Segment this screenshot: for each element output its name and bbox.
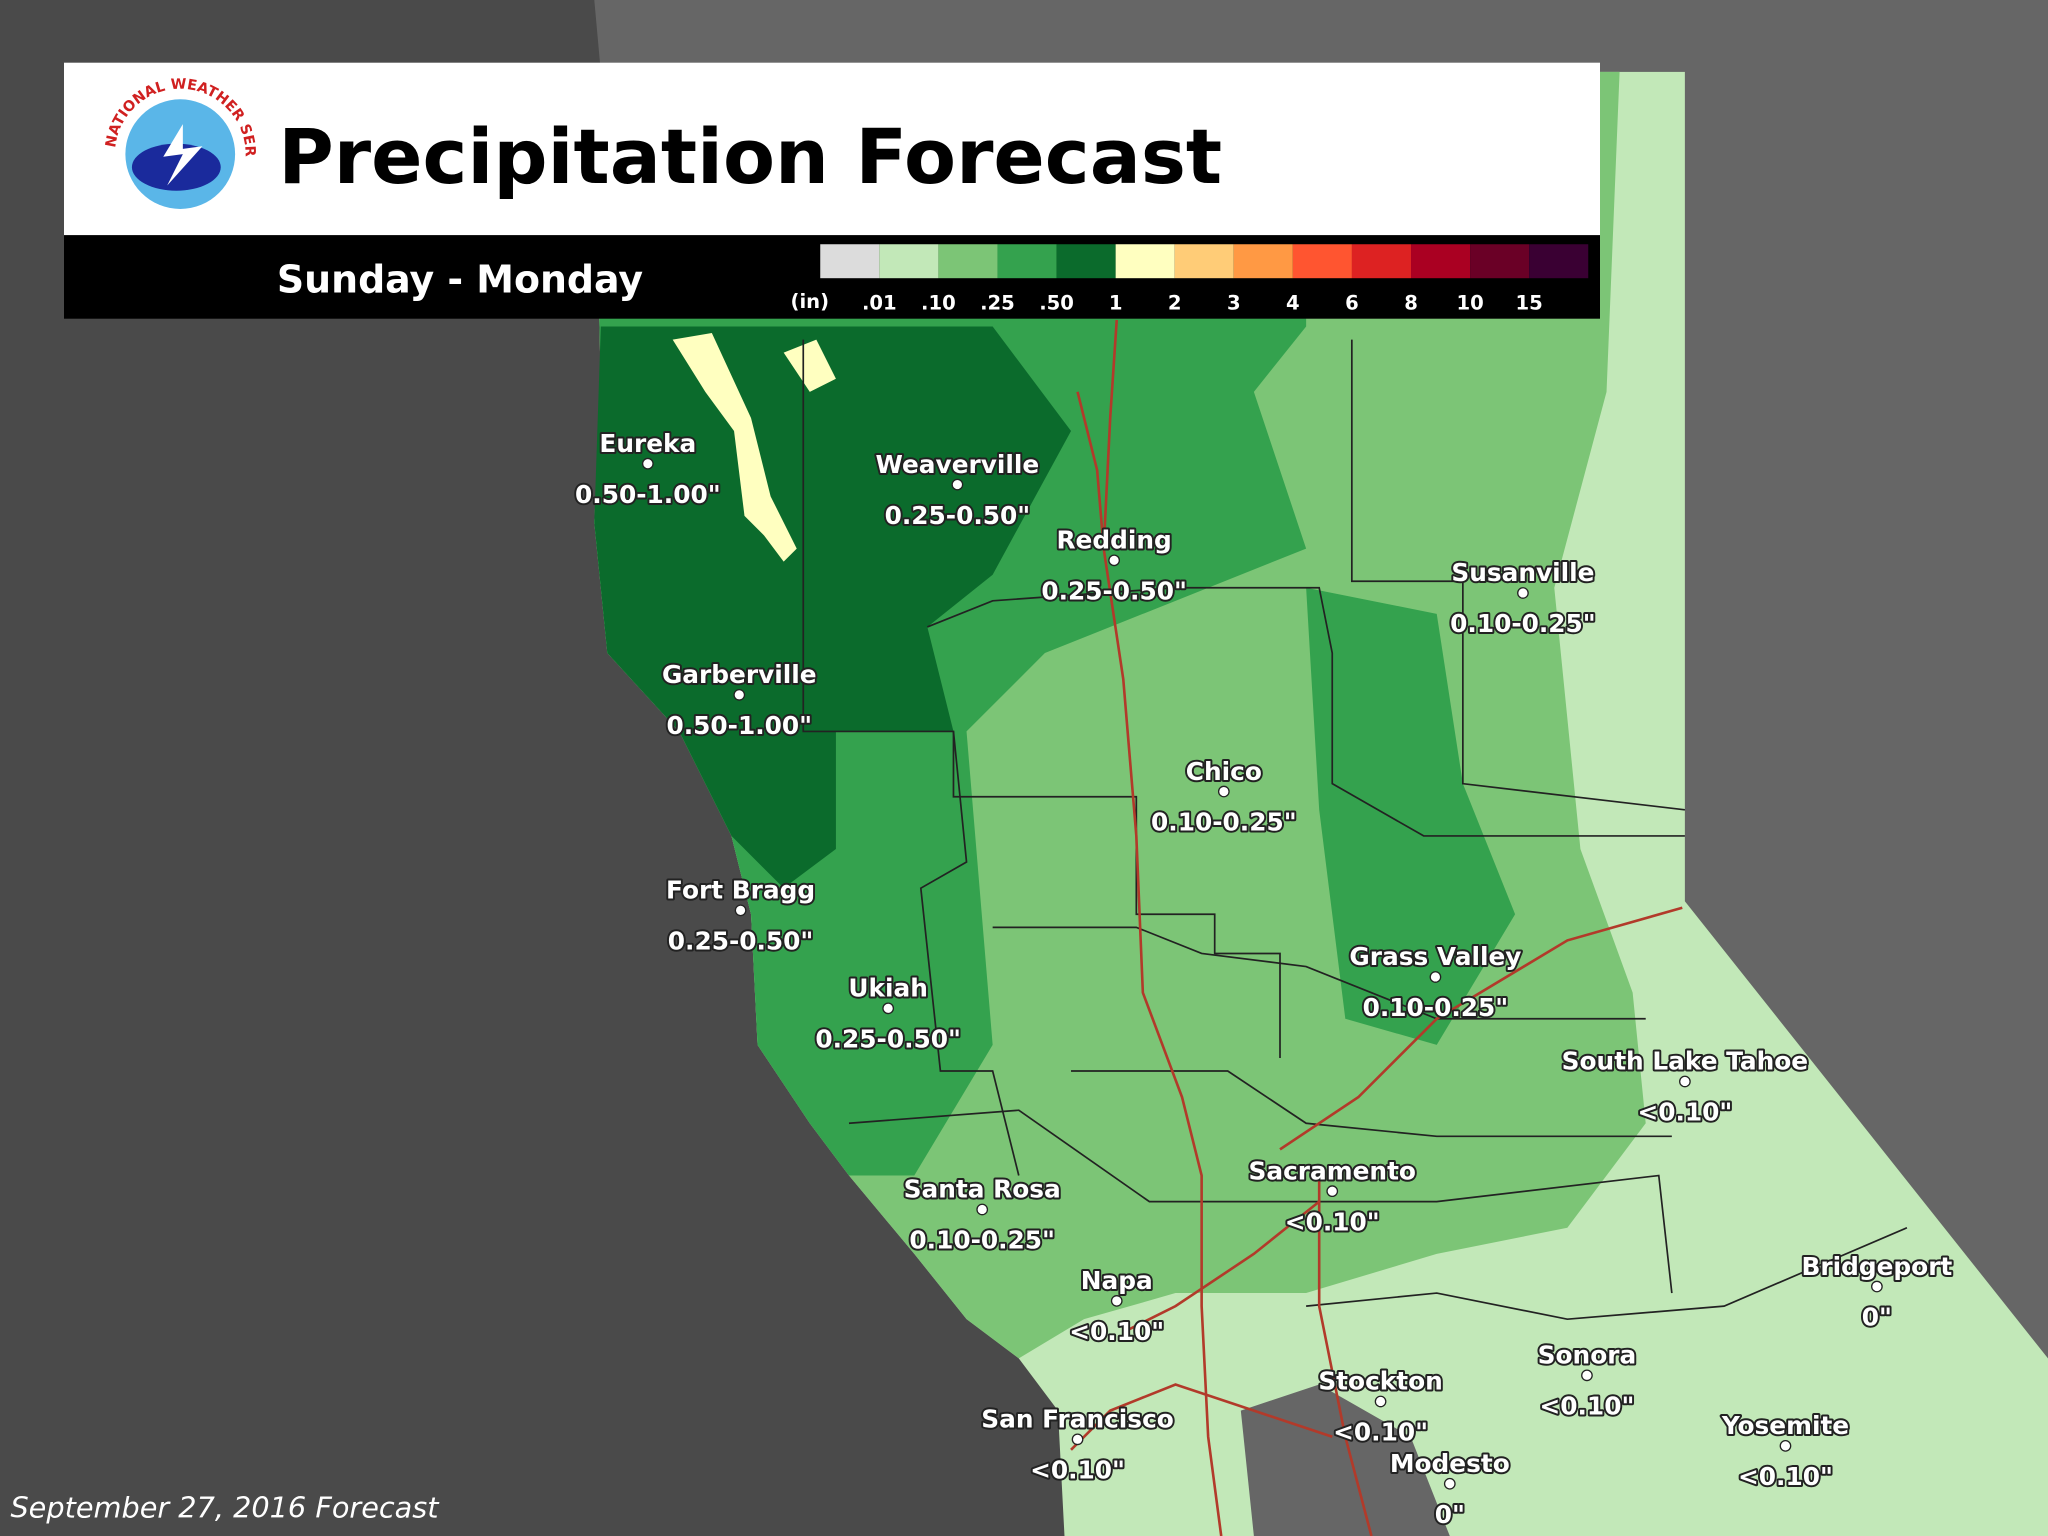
city-dot bbox=[1779, 1439, 1792, 1452]
city-dot bbox=[1110, 1295, 1123, 1307]
city-dot bbox=[1871, 1280, 1883, 1293]
legend-label: 3 bbox=[1227, 292, 1241, 315]
city-dot bbox=[1326, 1185, 1339, 1198]
city-dot bbox=[1443, 1477, 1456, 1490]
legend-swatch bbox=[1233, 244, 1293, 279]
legend-swatch bbox=[1529, 244, 1589, 279]
city-amount: 0.25-0.50" bbox=[1041, 577, 1187, 606]
city-name: Yosemite bbox=[1721, 1411, 1849, 1440]
city-name: Ukiah bbox=[848, 974, 928, 1003]
city-dot bbox=[951, 478, 964, 491]
subtitle: Sunday - Monday bbox=[277, 258, 643, 302]
legend-label: .25 bbox=[980, 292, 1015, 315]
city-name: Weaverville bbox=[876, 450, 1040, 479]
zone-1 bbox=[594, 326, 1072, 889]
city-amount: 0.10-0.25" bbox=[1450, 609, 1596, 638]
city-amount: 0.25-0.50" bbox=[815, 1025, 961, 1054]
logo-bolt bbox=[163, 124, 203, 186]
footer: September 27, 2016 Forecast bbox=[10, 1491, 440, 1525]
city-name: Redding bbox=[1056, 526, 1171, 555]
city-dot bbox=[733, 688, 746, 701]
city-dot bbox=[734, 904, 747, 917]
city-name: Grass Valley bbox=[1349, 942, 1521, 971]
cities: Eureka 0.50-1.00" Weaverville 0.25-0.50" Red… bbox=[573, 427, 1954, 1531]
legend-swatch bbox=[1351, 244, 1412, 279]
city-name: Bridgeport bbox=[1801, 1252, 1952, 1281]
highways bbox=[1070, 319, 1683, 1536]
city-name: Chico bbox=[1186, 757, 1262, 786]
city-dot bbox=[1429, 971, 1442, 983]
legend-label: 4 bbox=[1286, 292, 1300, 315]
city-dot bbox=[976, 1203, 989, 1216]
city-amount: 0.50-1.00" bbox=[666, 711, 812, 740]
legend-label: .50 bbox=[1039, 292, 1074, 315]
legend-swatch bbox=[1470, 244, 1530, 279]
city-name: South Lake Tahoe bbox=[1562, 1047, 1808, 1076]
city-name: Eureka bbox=[599, 429, 696, 458]
legend-swatch bbox=[938, 244, 998, 279]
city-amount: 0.10-0.25" bbox=[1151, 808, 1297, 837]
legend-label: 10 bbox=[1456, 292, 1483, 315]
city-amount: 0.25-0.50" bbox=[668, 927, 814, 956]
title: Precipitation Forecast bbox=[278, 113, 1222, 201]
city-amount: 0.10-0.25" bbox=[909, 1226, 1055, 1255]
city-name: Sonora bbox=[1538, 1341, 1637, 1370]
legend-unit: (in) bbox=[791, 290, 830, 313]
legend-label: 1 bbox=[1109, 292, 1123, 315]
legend-swatch bbox=[1411, 244, 1471, 279]
city-amount: 0.25-0.50" bbox=[885, 501, 1031, 530]
city-amount: <0.10" bbox=[1069, 1317, 1164, 1346]
city-amount: 0" bbox=[1862, 1303, 1892, 1332]
legend-swatch bbox=[997, 244, 1057, 279]
legend-label: .01 bbox=[862, 292, 897, 315]
legend-label: 15 bbox=[1516, 292, 1543, 315]
city-dot bbox=[882, 1002, 895, 1015]
legend-label: 2 bbox=[1168, 292, 1182, 315]
legend: .01 .10 .25 .50 1 2 3 4 6 8 10 15 bbox=[820, 244, 1589, 315]
city-name: Napa bbox=[1081, 1266, 1153, 1295]
city-dot bbox=[1108, 554, 1120, 567]
zone-50-east bbox=[1306, 587, 1516, 1045]
neighbor-land bbox=[594, 0, 2048, 1359]
city-name: Garberville bbox=[662, 660, 817, 689]
city-dot bbox=[1517, 587, 1529, 599]
legend-swatch bbox=[820, 244, 880, 279]
city-name: Santa Rosa bbox=[904, 1175, 1061, 1204]
city-dot bbox=[1679, 1075, 1691, 1088]
city-amount: <0.10" bbox=[1738, 1462, 1833, 1491]
city-dot bbox=[1581, 1369, 1593, 1382]
city-amount: <0.10" bbox=[1285, 1207, 1380, 1236]
legend-swatch bbox=[1056, 244, 1116, 279]
header-panel bbox=[64, 62, 1600, 238]
city-amount: <0.10" bbox=[1637, 1098, 1732, 1127]
city-dot bbox=[1374, 1395, 1387, 1408]
legend-swatch bbox=[1292, 244, 1352, 279]
city-amount: <0.10" bbox=[1030, 1456, 1125, 1485]
city-dot bbox=[641, 457, 654, 470]
city-dot bbox=[1217, 785, 1230, 798]
city-name: Modesto bbox=[1390, 1449, 1510, 1478]
city-amount: 0.10-0.25" bbox=[1363, 993, 1509, 1022]
city-name: San Francisco bbox=[981, 1405, 1174, 1434]
legend-label: 6 bbox=[1345, 292, 1359, 315]
legend-swatch bbox=[879, 244, 939, 279]
legend-swatch bbox=[1174, 244, 1234, 279]
legend-label: 8 bbox=[1404, 292, 1418, 315]
legend-label: .10 bbox=[921, 292, 956, 315]
city-name: Sacramento bbox=[1249, 1156, 1416, 1185]
city-amount: 0.50-1.00" bbox=[575, 480, 721, 509]
city-amount: <0.10" bbox=[1333, 1418, 1428, 1447]
city-name: Stockton bbox=[1318, 1367, 1442, 1396]
city-dot bbox=[1071, 1433, 1084, 1446]
city-name: Susanville bbox=[1451, 558, 1594, 587]
legend-swatch bbox=[1115, 244, 1175, 279]
city-amount: <0.10" bbox=[1539, 1392, 1634, 1421]
city-amount: 0" bbox=[1435, 1500, 1465, 1529]
zone-2 bbox=[672, 333, 836, 562]
city-name: Fort Bragg bbox=[666, 876, 815, 905]
